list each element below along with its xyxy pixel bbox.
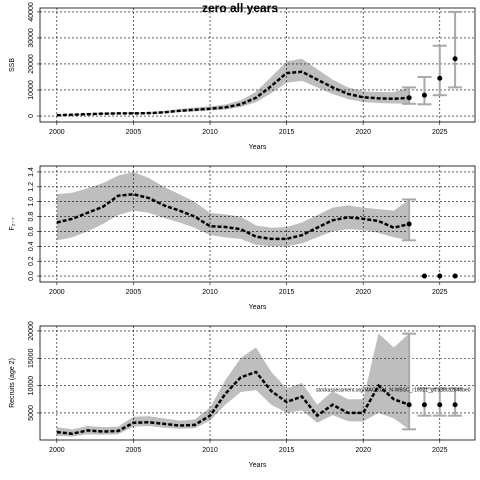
point <box>452 273 458 279</box>
point <box>437 75 443 81</box>
x-tick-label: 2015 <box>279 289 295 296</box>
confidence-band <box>56 333 410 437</box>
x-tick-label: 2000 <box>49 447 65 454</box>
x-tick-label: 2025 <box>432 447 448 454</box>
x-axis-label: Years <box>249 144 267 151</box>
y-tick-label: 20000 <box>28 321 35 341</box>
estimate-line <box>56 70 410 117</box>
x-tick-label: 2025 <box>432 129 448 136</box>
y-tick-label: 0.8 <box>28 212 35 222</box>
point <box>437 273 443 279</box>
y-tick-label: 10000 <box>28 376 35 396</box>
point <box>421 273 427 279</box>
plot-frame <box>39 165 476 283</box>
y-axis-label: SSB <box>9 58 16 72</box>
x-axis-label: Years <box>249 462 267 469</box>
confidence-band <box>56 58 410 116</box>
x-tick-label: 2005 <box>126 129 142 136</box>
y-tick-label: 0.4 <box>28 241 35 251</box>
y-tick-label: 1.4 <box>28 167 35 177</box>
y-axis-label: F₂₋₇ <box>9 217 16 231</box>
plot-frame <box>39 7 476 123</box>
y-tick-label: 10000 <box>28 80 35 100</box>
y-tick-label: 20000 <box>28 54 35 74</box>
estimate-line <box>56 192 410 241</box>
y-tick-label: 40000 <box>28 2 35 22</box>
y-tick-label: 0.6 <box>28 226 35 236</box>
x-tick-label: 2020 <box>355 129 371 136</box>
x-tick-label: 2005 <box>126 447 142 454</box>
y-tick-label: 5000 <box>28 405 35 421</box>
y-tick-label: 1.2 <box>28 182 35 192</box>
y-tick-label: 30000 <box>28 28 35 48</box>
x-tick-label: 2010 <box>202 447 218 454</box>
x-tick-label: 2020 <box>355 447 371 454</box>
point <box>406 95 412 101</box>
y-tick-label: 0 <box>28 114 35 118</box>
annotation: stockassessment.org/MAC2024_N-WBSC_r1602… <box>316 387 471 393</box>
x-axis-label: Years <box>249 304 267 311</box>
x-tick-label: 2010 <box>202 289 218 296</box>
confidence-band <box>56 171 410 247</box>
y-tick-label: 1.0 <box>28 197 35 207</box>
x-tick-label: 2025 <box>432 289 448 296</box>
x-tick-label: 2000 <box>49 289 65 296</box>
plot-frame <box>39 325 476 441</box>
y-axis-label: Recruits (age 2) <box>9 358 16 408</box>
x-tick-label: 2010 <box>202 129 218 136</box>
y-tick-label: 0.0 <box>28 271 35 281</box>
point <box>406 402 412 408</box>
x-tick-label: 2020 <box>355 289 371 296</box>
point <box>421 402 427 408</box>
y-tick-label: 15000 <box>28 348 35 368</box>
point <box>437 402 443 408</box>
point <box>452 402 458 408</box>
point <box>421 92 427 98</box>
y-tick-label: 0.2 <box>28 256 35 266</box>
x-tick-label: 2015 <box>279 129 295 136</box>
point <box>406 221 412 227</box>
point <box>452 56 458 62</box>
x-tick-label: 2015 <box>279 447 295 454</box>
x-tick-label: 2000 <box>49 129 65 136</box>
x-tick-label: 2005 <box>126 289 142 296</box>
